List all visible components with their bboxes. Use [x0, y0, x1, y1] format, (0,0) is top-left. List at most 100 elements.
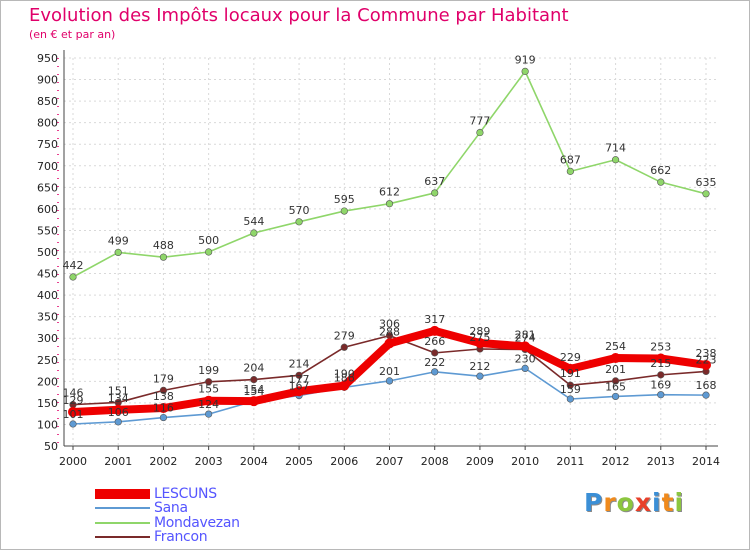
data-label-francon: 146	[63, 387, 84, 400]
y-tick-label: 600	[37, 203, 58, 216]
data-label-sana: 165	[605, 380, 626, 393]
y-tick-label: 700	[37, 160, 58, 173]
x-tick-label: 2008	[421, 455, 449, 468]
point-mondavezan	[476, 128, 484, 137]
point-lescuns	[520, 341, 531, 352]
data-label-francon: 201	[605, 363, 626, 376]
data-label-francon: 266	[424, 335, 445, 348]
data-label-sana: 186	[334, 371, 355, 384]
x-tick-label: 2002	[149, 455, 177, 468]
point-sana	[566, 395, 574, 403]
axes: 50 100 150 200 250 300 350 400 450 500 550 600 650 70…	[37, 50, 720, 468]
point-lescuns	[474, 337, 485, 348]
point-sana	[205, 410, 213, 418]
y-tick-label: 650	[37, 181, 58, 194]
point-mondavezan	[340, 207, 348, 215]
x-tick-label: 2001	[104, 455, 132, 468]
x-tick-label: 2007	[376, 455, 404, 468]
data-label-mondavezan: 919	[515, 53, 536, 66]
point-lescuns	[429, 325, 440, 336]
y-tick-label: 900	[37, 74, 58, 87]
data-label-francon: 279	[334, 329, 355, 342]
point-mondavezan	[69, 273, 77, 281]
logo-letter: o	[616, 488, 635, 517]
data-label-sana: 168	[696, 379, 717, 392]
data-label-mondavezan: 500	[198, 234, 219, 247]
y-tick-label: 350	[37, 311, 58, 324]
point-francon	[566, 381, 574, 389]
legend-label: LESCUNS	[154, 485, 217, 502]
legend-label: Francon	[154, 529, 208, 545]
point-lescuns	[384, 338, 395, 349]
data-label-francon: 275	[469, 331, 490, 344]
y-tick-label: 400	[37, 289, 58, 302]
x-tick-label: 2005	[285, 455, 313, 468]
data-label-mondavezan: 499	[108, 234, 129, 247]
legend-item-francon: Francon	[95, 529, 208, 545]
y-tick-label: 150	[37, 397, 58, 410]
point-mondavezan	[657, 178, 665, 186]
data-label-mondavezan: 637	[424, 175, 445, 188]
point-francon	[205, 378, 213, 386]
point-lescuns	[294, 386, 305, 397]
data-label-francon: 151	[108, 384, 129, 397]
legend-item-sana: Sana	[95, 500, 188, 516]
data-label-mondavezan: 570	[289, 204, 310, 217]
data-label-mondavezan: 714	[605, 142, 626, 155]
data-label-sana: 230	[515, 352, 536, 365]
data-label-sana: 169	[650, 379, 671, 392]
point-sana	[159, 413, 168, 422]
legend-label: Mondavezan	[154, 514, 240, 531]
x-tick-label: 2000	[59, 455, 87, 468]
legend-item-mondavezan: Mondavezan	[95, 514, 240, 531]
chart-subtitle: (en € et par an)	[29, 28, 116, 41]
point-lescuns	[655, 353, 666, 364]
legend-swatch	[95, 507, 150, 509]
point-lescuns	[610, 353, 621, 364]
proxiti-logo: Proxiti	[584, 488, 684, 517]
point-francon	[295, 371, 303, 379]
data-label-lescuns: 154	[243, 383, 264, 396]
legend-label: Sana	[154, 500, 188, 516]
point-mondavezan	[611, 156, 620, 164]
point-sana	[114, 418, 122, 426]
point-lescuns	[158, 403, 169, 414]
x-tick-label: 2012	[602, 455, 630, 468]
y-tick-label: 500	[37, 246, 58, 259]
x-tick-label: 2013	[647, 455, 675, 468]
logo-letter: x	[634, 488, 652, 517]
logo-letter: i	[652, 488, 662, 517]
point-sana	[385, 377, 394, 385]
data-label-sana: 212	[469, 360, 490, 373]
data-label-lescuns: 155	[198, 383, 219, 396]
point-mondavezan	[159, 253, 168, 261]
y-tick-label: 300	[37, 332, 58, 345]
data-label-lescuns: 190	[334, 368, 355, 381]
data-label-sana: 167	[289, 380, 310, 393]
data-label-sana: 159	[560, 383, 581, 396]
logo-letter: P	[584, 488, 604, 517]
y-tick-label: 800	[37, 117, 58, 130]
legend-swatch	[95, 521, 150, 524]
point-sana	[431, 368, 439, 376]
point-sana	[702, 391, 710, 399]
legend-swatch	[95, 488, 150, 499]
point-francon	[611, 377, 620, 385]
data-label-lescuns: 253	[650, 340, 671, 353]
y-tick-label: 550	[37, 224, 58, 237]
legend-item-lescuns: LESCUNS	[95, 485, 217, 502]
point-mondavezan	[250, 229, 258, 237]
point-sana	[476, 372, 484, 380]
point-francon	[431, 349, 439, 357]
point-lescuns	[248, 396, 259, 407]
logo-letter: i	[674, 488, 685, 517]
chart-title: Evolution des Impôts locaux pour la Comm…	[29, 5, 569, 26]
y-tick-label: 750	[37, 138, 58, 151]
x-tick-label: 2011	[556, 455, 584, 468]
point-sana	[657, 391, 665, 399]
point-sana	[69, 420, 77, 428]
point-mondavezan	[566, 167, 574, 175]
data-label-sana: 116	[153, 402, 174, 415]
data-label-lescuns: 129	[63, 394, 84, 407]
data-label-lescuns: 138	[153, 390, 174, 403]
